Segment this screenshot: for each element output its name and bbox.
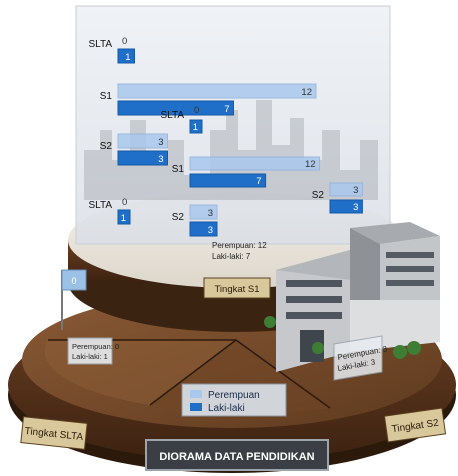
bar-perempuan-s1 <box>117 83 317 99</box>
s1-note-laki: Laki-laki: 7 <box>212 252 251 261</box>
data-label: 7 <box>256 176 261 187</box>
data-label: 3 <box>208 208 213 219</box>
slta-note: Perempuan: 0 Laki-laki: 1 <box>67 337 119 365</box>
plaque-s1-label: Tingkat S1 <box>214 284 259 295</box>
legend-label-perempuan: Perempuan <box>208 390 260 401</box>
plaque-s1: Tingkat S1 <box>203 277 271 299</box>
data-label: 0 <box>122 36 127 47</box>
data-label: 3 <box>158 137 163 148</box>
s1-note-perempuan: Perempuan: 12 <box>212 241 267 250</box>
data-label: 0 <box>122 197 127 208</box>
data-label: 3 <box>208 225 213 236</box>
category-label: SLTA <box>160 110 184 121</box>
legend-swatch-perempuan <box>190 390 202 398</box>
category-label: S2 <box>172 212 185 223</box>
data-label: 7 <box>224 104 229 115</box>
bar-laki-slta <box>189 119 203 134</box>
category-label: S1 <box>172 164 185 175</box>
plaque-slta: Tingkat SLTA <box>20 416 88 450</box>
city-skyline <box>84 100 378 200</box>
slta-note-laki: Laki-laki: 1 <box>72 352 108 361</box>
bar-laki-slta <box>117 48 135 64</box>
data-label: 1 <box>193 122 198 133</box>
bar-laki-s1 <box>117 100 234 116</box>
bar-perempuan-s2 <box>117 133 168 149</box>
category-label: S2 <box>100 141 113 152</box>
chart-lower-left: SLTA 0 1 S2 3 3 <box>88 197 218 237</box>
flag-value: 0 <box>71 276 76 286</box>
bar-laki-slta <box>117 209 131 225</box>
data-label: 12 <box>301 87 312 98</box>
s2-note: Perempuan: 3 Laki-laki: 3 <box>333 335 388 381</box>
legend-label-laki: Laki-laki <box>208 403 245 414</box>
chart-upper-left: SLTA 0 1 S1 12 7 S2 3 3 <box>88 36 317 166</box>
data-label: 3 <box>353 202 358 213</box>
bar-laki-s1 <box>189 173 267 188</box>
legend: Perempuan Laki-laki <box>181 383 287 417</box>
category-label: SLTA <box>88 39 112 50</box>
s1-note: Perempuan: 12 Laki-laki: 7 <box>212 241 267 261</box>
school-building <box>264 222 440 372</box>
chart-right: SLTA 0 1 S1 12 7 S2 3 3 <box>160 105 363 214</box>
data-label: 0 <box>194 105 199 116</box>
data-label: 3 <box>158 154 163 165</box>
plaque-s2: Tingkat S2 <box>383 407 447 443</box>
category-label: SLTA <box>88 200 112 211</box>
bar-perempuan-s2 <box>329 182 363 197</box>
data-label: 1 <box>121 213 126 224</box>
data-label: 3 <box>353 185 358 196</box>
page-title: DIORAMA DATA PENDIDIKAN <box>159 451 314 463</box>
flag: 0 <box>61 269 87 330</box>
slta-note-perempuan: Perempuan: 0 <box>72 342 119 351</box>
bar-laki-s2 <box>117 150 168 166</box>
data-label: 12 <box>305 159 316 170</box>
category-label: S1 <box>100 91 113 102</box>
bar-laki-s2 <box>189 221 218 237</box>
bar-laki-s2 <box>329 199 363 214</box>
category-label: S2 <box>312 190 325 201</box>
data-label: 1 <box>125 52 130 63</box>
title-plaque: DIORAMA DATA PENDIDIKAN <box>145 439 329 471</box>
bar-perempuan-s2 <box>189 204 218 220</box>
legend-swatch-laki <box>190 403 202 411</box>
bar-perempuan-s1 <box>189 156 321 171</box>
